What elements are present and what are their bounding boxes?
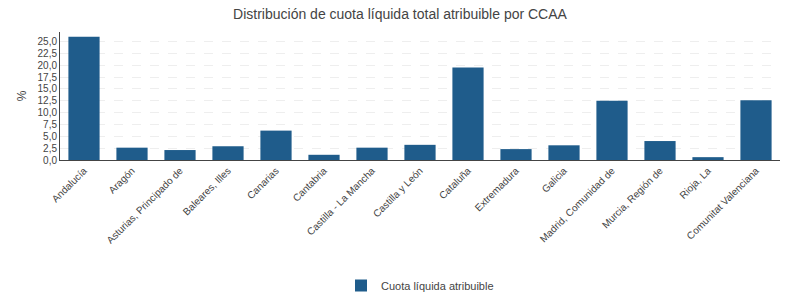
svg-text:17,5: 17,5: [38, 72, 58, 83]
svg-text:Andalucía: Andalucía: [50, 165, 90, 205]
svg-text:12,5: 12,5: [38, 95, 58, 106]
svg-text:0,0: 0,0: [43, 155, 57, 166]
svg-text:2,5: 2,5: [43, 143, 57, 154]
svg-text:Asturias, Principado de: Asturias, Principado de: [104, 165, 185, 246]
svg-text:Cuota líquida atribuible: Cuota líquida atribuible: [381, 280, 494, 292]
svg-text:Aragón: Aragón: [106, 165, 137, 196]
svg-text:25,0: 25,0: [38, 36, 58, 47]
svg-text:Galicia: Galicia: [540, 165, 570, 195]
svg-text:5,0: 5,0: [43, 131, 57, 142]
svg-text:Murcia, Región de: Murcia, Región de: [600, 165, 665, 230]
svg-text:Castilla - La Mancha: Castilla - La Mancha: [305, 165, 378, 238]
svg-text:Madrid, Comunidad de: Madrid, Comunidad de: [538, 165, 618, 245]
svg-text:%: %: [15, 90, 29, 101]
svg-text:Comunitat Valenciana: Comunitat Valenciana: [685, 165, 762, 242]
svg-text:10,0: 10,0: [38, 107, 58, 118]
svg-text:15,0: 15,0: [38, 83, 58, 94]
svg-text:22,5: 22,5: [38, 48, 58, 59]
svg-text:Castilla y León: Castilla y León: [371, 165, 425, 219]
svg-text:Distribución de cuota líquida: Distribución de cuota líquida total atri…: [233, 6, 568, 22]
svg-text:Rioja, La: Rioja, La: [677, 165, 713, 201]
svg-text:Cantabria: Cantabria: [291, 165, 330, 204]
svg-text:20,0: 20,0: [38, 60, 58, 71]
svg-text:Cataluña: Cataluña: [437, 165, 473, 201]
svg-text:Extremadura: Extremadura: [473, 165, 522, 214]
svg-text:Baleares, Illes: Baleares, Illes: [181, 165, 233, 217]
svg-text:7,5: 7,5: [43, 119, 57, 130]
svg-text:Canarias: Canarias: [245, 165, 281, 201]
